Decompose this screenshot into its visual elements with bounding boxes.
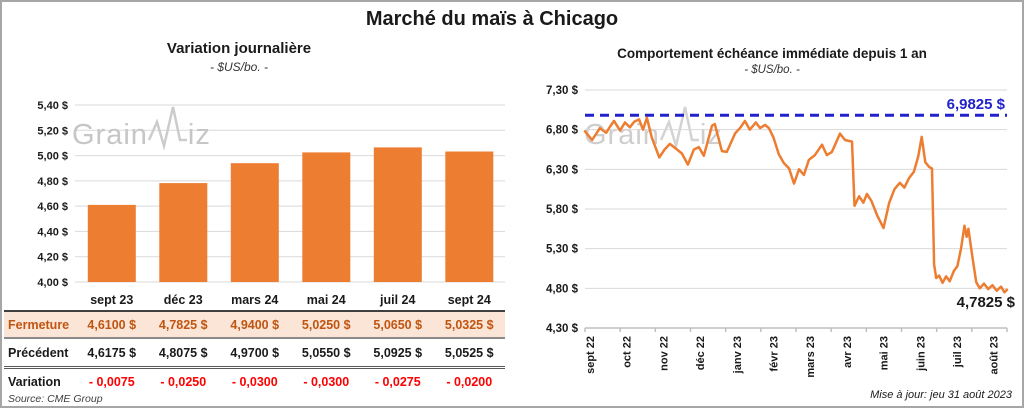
line-x-tick-label: juin 23 bbox=[915, 336, 927, 372]
bar-y-tick-label: 5,20 $ bbox=[37, 125, 68, 137]
bar-chart-subtitle: - $US/bo. - bbox=[209, 60, 269, 74]
line-y-tick-label: 4,80 $ bbox=[546, 283, 579, 295]
table-month-header: sept 24 bbox=[433, 289, 505, 312]
value-cell: 5,0650 $ bbox=[362, 311, 434, 339]
value-cell: 4,6175 $ bbox=[76, 338, 148, 369]
last-value-label: 4,7825 $ bbox=[957, 294, 1016, 311]
row-label: Précédent bbox=[4, 338, 76, 369]
line-y-tick-label: 6,30 $ bbox=[546, 164, 579, 176]
table-corner-cell bbox=[4, 289, 76, 312]
bar-y-tick-label: 4,60 $ bbox=[37, 201, 68, 213]
value-cell: - 0,0200 bbox=[446, 374, 493, 389]
value-cell: 4,7825 $ bbox=[147, 311, 219, 339]
line-y-tick-label: 6,80 $ bbox=[546, 125, 579, 137]
line-x-tick-label: août 23 bbox=[989, 336, 1001, 375]
line-x-tick-label: mai 23 bbox=[879, 336, 891, 370]
pulse-zigzag-icon bbox=[659, 106, 699, 150]
watermark-text: Grain bbox=[72, 119, 148, 151]
bar-chart-title: Variation journalière bbox=[166, 40, 312, 57]
value-cell: 4,8075 $ bbox=[147, 338, 219, 369]
table-month-header: déc 23 bbox=[147, 289, 219, 312]
table-row-fermeture: Fermeture 4,6100 $4,7825 $4,9400 $5,0250 … bbox=[4, 311, 505, 339]
row-label: Fermeture bbox=[4, 311, 76, 339]
table-month-header: mai 24 bbox=[290, 289, 362, 312]
line-x-tick-label: avr 23 bbox=[842, 336, 854, 368]
value-cell: 5,0250 $ bbox=[290, 311, 362, 339]
line-x-tick-label: oct 22 bbox=[622, 336, 634, 368]
updated-note: Mise à jour: jeu 31 août 2023 bbox=[870, 389, 1012, 401]
bar-y-tick-label: 4,20 $ bbox=[37, 252, 68, 264]
table-month-header: mars 24 bbox=[219, 289, 291, 312]
value-cell: 4,9400 $ bbox=[219, 311, 291, 339]
table-month-header: sept 23 bbox=[76, 289, 148, 312]
bar bbox=[302, 152, 351, 282]
table-row-variation: Variation - 0,0075 - 0,0250 - 0,0300 - 0,030… bbox=[4, 368, 505, 395]
bar bbox=[87, 204, 136, 282]
value-cell: 4,6100 $ bbox=[76, 311, 148, 339]
line-x-tick-label: nov 22 bbox=[658, 336, 670, 371]
grainwiz-watermark: Grain iz bbox=[72, 104, 211, 150]
line-x-tick-label: févr 23 bbox=[769, 336, 781, 371]
value-cell: - 0,0250 bbox=[160, 374, 207, 389]
line-y-tick-label: 5,80 $ bbox=[546, 204, 579, 216]
table-header-row: sept 23 déc 23 mars 24 mai 24 juil 24 sept 24 bbox=[4, 289, 505, 312]
bar-y-tick-label: 4,40 $ bbox=[37, 226, 68, 238]
watermark-text: iz bbox=[187, 119, 211, 151]
bar bbox=[159, 183, 208, 282]
bar-y-tick-label: 4,00 $ bbox=[37, 277, 68, 289]
price-table: sept 23 déc 23 mars 24 mai 24 juil 24 sept 24… bbox=[4, 289, 505, 394]
bar bbox=[445, 151, 494, 282]
price-line bbox=[583, 116, 1009, 294]
line-x-tick-label: mars 23 bbox=[805, 336, 817, 378]
bar-y-tick-label: 5,40 $ bbox=[37, 100, 68, 112]
bar bbox=[230, 163, 279, 282]
value-cell: - 0,0275 bbox=[374, 374, 421, 389]
pulse-zigzag-icon bbox=[147, 106, 187, 150]
line-x-tick-label: juil 23 bbox=[952, 336, 964, 368]
bar bbox=[373, 147, 422, 282]
value-cell: - 0,0075 bbox=[88, 374, 135, 389]
table-month-header: juil 24 bbox=[362, 289, 434, 312]
line-y-tick-label: 5,30 $ bbox=[546, 244, 579, 256]
bar-y-tick-label: 4,80 $ bbox=[37, 176, 68, 188]
page-title: Marché du maïs à Chicago bbox=[365, 8, 619, 30]
value-cell: - 0,0300 bbox=[231, 374, 278, 389]
value-cell: 5,0550 $ bbox=[290, 338, 362, 369]
value-cell: 5,0925 $ bbox=[362, 338, 434, 369]
line-x-tick-label: déc 22 bbox=[695, 336, 707, 370]
line-y-tick-label: 7,30 $ bbox=[546, 85, 579, 97]
line-x-tick-label: janv 23 bbox=[732, 336, 744, 374]
source-note: Source: CME Group bbox=[8, 393, 103, 405]
reference-value-label: 6,9825 $ bbox=[947, 96, 1006, 113]
value-cell: 5,0325 $ bbox=[433, 311, 505, 339]
line-chart-title: Comportement échéance immédiate depuis 1… bbox=[617, 46, 927, 61]
value-cell: 4,9700 $ bbox=[219, 338, 291, 369]
row-label: Variation bbox=[8, 374, 61, 389]
table-row-precedent: Précédent 4,6175 $4,8075 $4,9700 $5,0550 … bbox=[4, 338, 505, 369]
value-cell: 5,0525 $ bbox=[433, 338, 505, 369]
line-chart-subtitle: - $US/bo. - bbox=[744, 64, 800, 76]
line-y-tick-label: 4,30 $ bbox=[546, 323, 579, 335]
bar-y-tick-label: 5,00 $ bbox=[37, 151, 68, 163]
value-cell: - 0,0300 bbox=[303, 374, 350, 389]
line-x-tick-label: sept 22 bbox=[585, 336, 597, 374]
